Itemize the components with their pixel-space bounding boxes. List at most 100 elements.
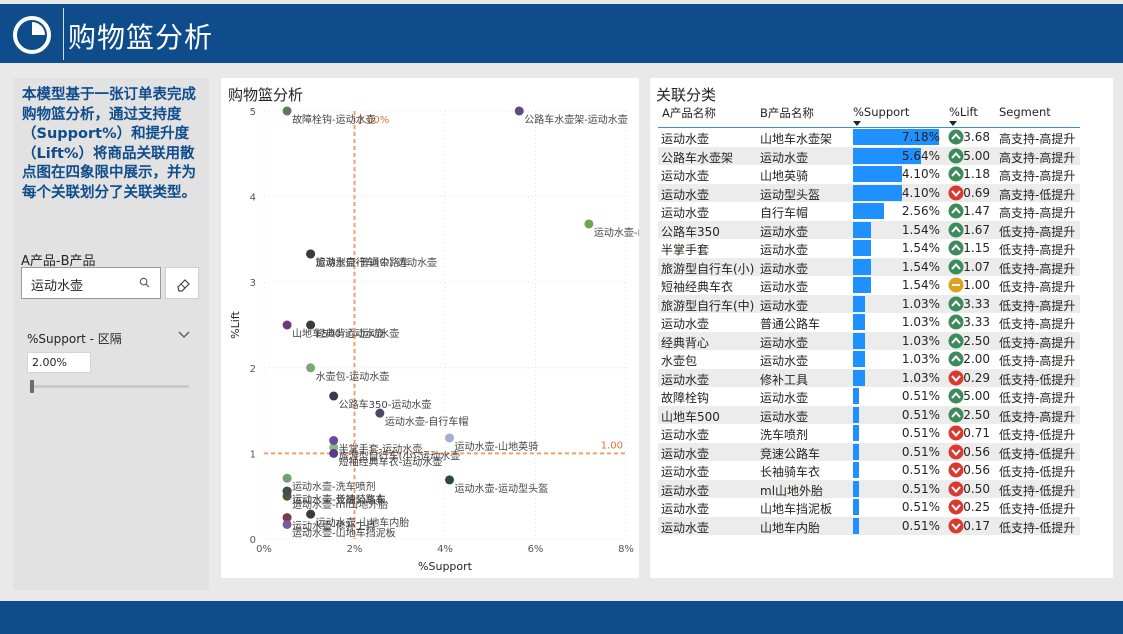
cell-support: 0.51% bbox=[901, 518, 940, 533]
top-header-bar: 购物篮分析 bbox=[0, 4, 1123, 63]
point-label: 运动水壶-ml山地外胎 bbox=[292, 498, 388, 511]
cell-support: 0.51% bbox=[901, 444, 940, 459]
cell-support: 1.03% bbox=[901, 315, 940, 329]
table-row[interactable]: 运动水壶 自行车帽 2.56% 1.47 高支持-高提升 bbox=[658, 202, 1080, 221]
scatter-point bbox=[584, 219, 594, 229]
search-icon[interactable] bbox=[139, 277, 150, 288]
down-arrow-icon bbox=[948, 425, 964, 441]
point-label: 公路车350-运动水壶 bbox=[339, 398, 432, 411]
support-data-bar bbox=[853, 258, 872, 275]
cell-a-product: 水壶包 bbox=[661, 354, 698, 368]
cell-segment: 低支持-高提升 bbox=[999, 335, 1076, 350]
cell-segment: 高支持-低提升 bbox=[999, 187, 1076, 202]
table-row[interactable]: 运动水壶 竞速公路车 0.51% 0.56 低支持-低提升 bbox=[658, 442, 1080, 461]
support-data-bar bbox=[853, 166, 903, 182]
clear-selection-button[interactable] bbox=[165, 267, 199, 299]
point-label: 运动水壶-竞速公路车 bbox=[292, 493, 386, 506]
header-segment[interactable]: Segment bbox=[999, 105, 1051, 119]
support-data-bar bbox=[853, 443, 860, 460]
cell-support: 1.54% bbox=[901, 241, 940, 255]
table-row[interactable]: 旅游型自行车(小) 运动水壶 1.54% 1.07 低支持-高提升 bbox=[658, 257, 1080, 276]
support-slider-track[interactable] bbox=[31, 385, 189, 388]
x-tick-label: 4% bbox=[437, 544, 453, 555]
table-row[interactable]: 运动水壶 普通公路车 1.03% 3.33 低支持-高提升 bbox=[658, 313, 1080, 332]
filter-panel: 本模型基于一张订单表完成购物篮分析，通过支持度（Support%）和提升度（Li… bbox=[13, 78, 209, 590]
point-label: 运动水壶-自行车帽 bbox=[385, 415, 469, 428]
cell-lift: 1.47 bbox=[963, 204, 990, 218]
table-row[interactable]: 短袖经典车衣 运动水壶 1.54% 1.00 低支持-高提升 bbox=[658, 276, 1080, 295]
cell-segment: 高支持-高提升 bbox=[999, 206, 1076, 220]
down-arrow-icon bbox=[948, 518, 964, 533]
cell-lift: 1.67 bbox=[963, 222, 990, 237]
table-row[interactable]: 水壶包 运动水壶 1.03% 2.00 低支持-高提升 bbox=[658, 350, 1080, 369]
cell-segment: 低支持-高提升 bbox=[999, 224, 1076, 239]
table-row[interactable]: 运动水壶 运动型头盔 4.10% 0.69 高支持-低提升 bbox=[658, 183, 1080, 202]
header-support[interactable]: %Support bbox=[853, 105, 910, 119]
cell-a-product: 运动水壶 bbox=[661, 446, 710, 461]
table-row[interactable]: 运动水壶 ml山地外胎 0.51% 0.50 低支持-低提升 bbox=[658, 479, 1080, 498]
table-row[interactable]: 运动水壶 山地车挡泥板 0.51% 0.25 低支持-低提升 bbox=[658, 498, 1080, 517]
sort-desc-icon[interactable] bbox=[853, 121, 861, 126]
chart-title: 购物篮分析 bbox=[228, 86, 304, 104]
cell-lift: 0.29 bbox=[963, 370, 990, 385]
cell-b-product: 山地车内胎 bbox=[760, 520, 821, 535]
table-body: 运动水壶 山地车水壶架 7.18% 3.68 高支持-高提升 公路车水壶架 运动水壶 5.64… bbox=[658, 128, 1080, 535]
up-arrow-icon bbox=[948, 333, 964, 348]
header-lift[interactable]: %Lift bbox=[949, 105, 978, 119]
table-row[interactable]: 运动水壶 修补工具 1.03% 0.29 低支持-低提升 bbox=[658, 368, 1080, 387]
cell-a-product: 经典背心 bbox=[661, 335, 710, 350]
support-data-bar bbox=[853, 221, 872, 238]
table-row[interactable]: 运动水壶 洗车喷剂 0.51% 0.71 低支持-低提升 bbox=[658, 424, 1080, 443]
pie-logo-icon bbox=[13, 16, 51, 54]
support-data-bar bbox=[853, 369, 866, 386]
cell-b-product: 运动水壶 bbox=[760, 409, 809, 424]
sort-desc-icon[interactable] bbox=[949, 121, 957, 126]
table-row[interactable]: 经典背心 运动水壶 1.03% 2.50 低支持-高提升 bbox=[658, 331, 1080, 350]
cell-b-product: 山地车水壶架 bbox=[760, 132, 833, 146]
scatter-point bbox=[282, 513, 292, 523]
table-row[interactable]: 公路车水壶架 运动水壶 5.64% 5.00 高支持-高提升 bbox=[658, 146, 1080, 165]
point-label: 运动水壶-运动型头盔 bbox=[455, 482, 549, 495]
cell-b-product: 山地英骑 bbox=[760, 169, 809, 183]
cell-support: 1.03% bbox=[901, 352, 940, 366]
cell-lift: 5.00 bbox=[963, 148, 990, 163]
table-row[interactable]: 公路车350 运动水壶 1.54% 1.67 低支持-高提升 bbox=[658, 220, 1080, 239]
support-range-input[interactable]: 2.00% bbox=[27, 352, 91, 373]
cell-b-product: 长袖骑车衣 bbox=[760, 465, 821, 479]
product-search-input[interactable]: 运动水壶 bbox=[21, 267, 161, 299]
table-row[interactable]: 运动水壶 长袖骑车衣 0.51% 0.56 低支持-低提升 bbox=[658, 461, 1080, 480]
table-row[interactable]: 运动水壶 山地车内胎 0.51% 0.17 低支持-低提升 bbox=[658, 516, 1080, 535]
x-axis-label: %Support bbox=[418, 560, 473, 573]
up-arrow-icon bbox=[948, 203, 964, 219]
cell-segment: 低支持-高提升 bbox=[999, 354, 1076, 368]
table-row[interactable]: 故障栓钩 运动水壶 0.51% 5.00 低支持-高提升 bbox=[658, 387, 1080, 406]
cell-support: 0.51% bbox=[901, 463, 940, 477]
header-b-product[interactable]: B产品名称 bbox=[760, 106, 814, 120]
cell-lift: 3.33 bbox=[963, 296, 990, 311]
support-data-bar bbox=[853, 295, 866, 312]
support-data-bar bbox=[853, 406, 860, 423]
table-row[interactable]: 运动水壶 山地车水壶架 7.18% 3.68 高支持-高提升 bbox=[658, 128, 1080, 147]
table-row[interactable]: 山地车500 运动水壶 0.51% 2.50 低支持-高提升 bbox=[658, 405, 1080, 424]
cell-support: 0.51% bbox=[901, 389, 940, 403]
support-range-title: %Support - 区隔 bbox=[27, 332, 122, 346]
support-slider-handle[interactable] bbox=[30, 380, 34, 393]
cell-a-product: 运动水壶 bbox=[661, 187, 710, 202]
y-tick-label: 0 bbox=[250, 535, 256, 546]
header-divider bbox=[63, 8, 64, 60]
support-data-bar bbox=[853, 332, 866, 349]
up-arrow-icon bbox=[948, 407, 964, 422]
table-row[interactable]: 半掌手套 运动水壶 1.54% 1.15 低支持-高提升 bbox=[658, 239, 1080, 258]
table-row[interactable]: 旅游型自行车(中) 运动水壶 1.03% 3.33 低支持-高提升 bbox=[658, 294, 1080, 313]
table-row[interactable]: 运动水壶 山地英骑 4.10% 1.18 高支持-高提升 bbox=[658, 165, 1080, 184]
cell-support: 1.03% bbox=[901, 370, 940, 385]
down-arrow-icon bbox=[948, 370, 964, 385]
footer-bar bbox=[0, 601, 1123, 634]
chevron-down-icon[interactable] bbox=[178, 330, 190, 340]
cell-b-product: 运动水壶 bbox=[760, 280, 809, 294]
cell-lift: 0.25 bbox=[963, 500, 990, 514]
header-a-product[interactable]: A产品名称 bbox=[662, 106, 716, 120]
cell-a-product: 运动水壶 bbox=[661, 520, 710, 535]
y-tick-label: 4 bbox=[250, 193, 256, 204]
cell-segment: 低支持-低提升 bbox=[999, 446, 1076, 461]
